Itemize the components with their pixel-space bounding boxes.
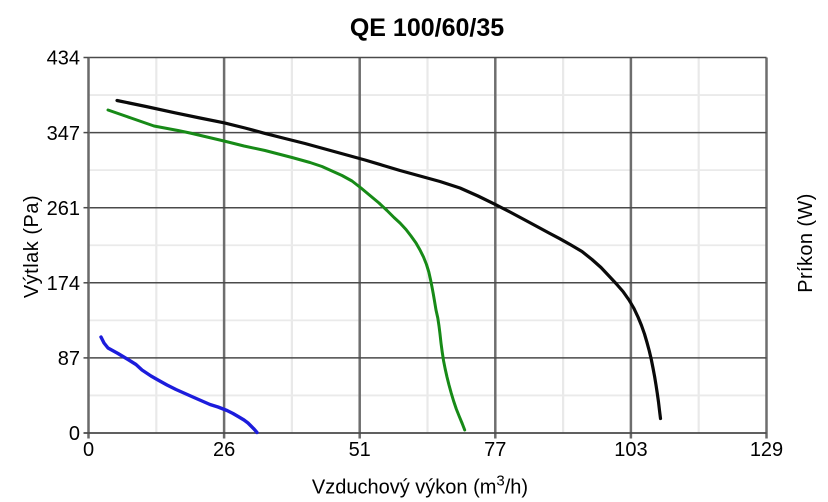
svg-text:174: 174 — [47, 273, 80, 295]
svg-text:51: 51 — [349, 439, 371, 461]
svg-text:QE 100/60/35: QE 100/60/35 — [350, 14, 504, 42]
svg-text:Výtlak (Pa): Výtlak (Pa) — [21, 195, 43, 298]
svg-text:26: 26 — [213, 439, 235, 461]
svg-text:103: 103 — [614, 439, 647, 461]
svg-text:347: 347 — [47, 123, 80, 145]
svg-text:129: 129 — [750, 439, 783, 461]
svg-text:0: 0 — [69, 423, 80, 445]
svg-text:77: 77 — [484, 439, 506, 461]
svg-text:261: 261 — [47, 198, 80, 220]
svg-text:0: 0 — [83, 439, 94, 461]
svg-text:434: 434 — [47, 48, 80, 70]
svg-text:87: 87 — [58, 348, 80, 370]
svg-text:Príkon (W): Príkon (W) — [795, 193, 817, 293]
svg-text:Vzduchový výkon (m3/h): Vzduchový výkon (m3/h) — [312, 473, 528, 499]
